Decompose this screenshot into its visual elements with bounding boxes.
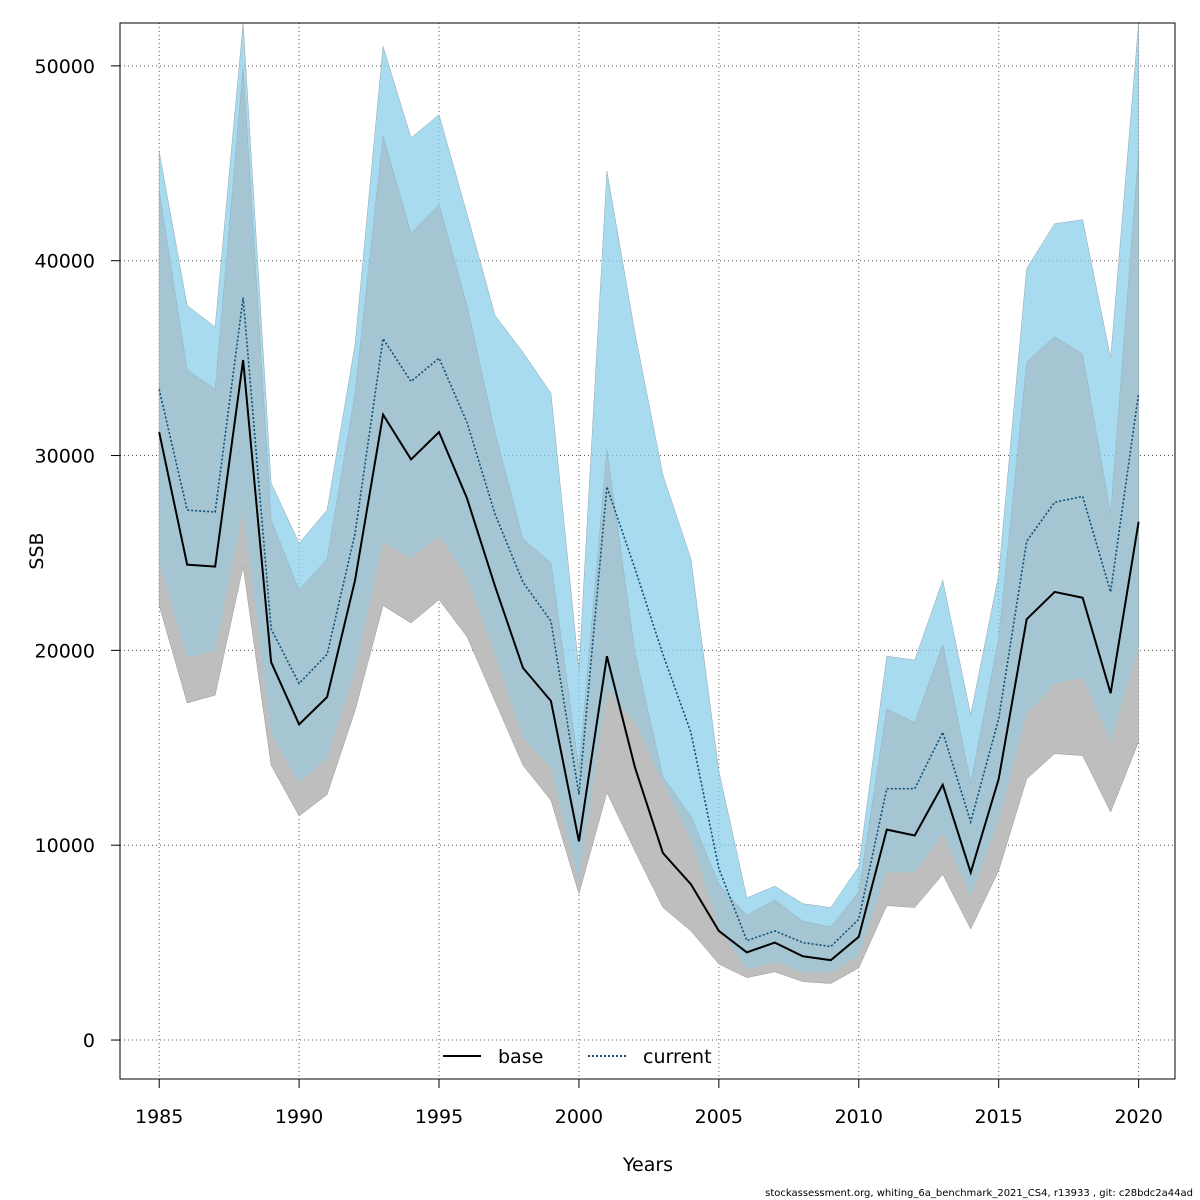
band-current-overlay	[159, 23, 1139, 972]
x-tick-label: 1990	[275, 1106, 323, 1128]
y-axis-title: SSB	[26, 532, 48, 569]
x-axis-title: Years	[622, 1154, 673, 1176]
confidence-bands	[158, 23, 1139, 984]
y-tick-label: 0	[83, 1030, 95, 1052]
x-tick-label: 1995	[415, 1106, 463, 1128]
band-base	[158, 67, 1139, 984]
x-axis: 1985 1990 1995 2000 2005 2010 2015 2020	[135, 1078, 1163, 1128]
x-tick-label: 2000	[555, 1106, 603, 1128]
legend-current-label: current	[643, 1046, 712, 1068]
y-tick-label: 50000	[35, 56, 95, 78]
y-axis: 0 10000 20000 30000 40000 50000	[35, 56, 120, 1052]
y-tick-label: 20000	[35, 640, 95, 662]
y-tick-label: 40000	[35, 251, 95, 273]
x-tick-label: 2005	[695, 1106, 743, 1128]
x-tick-label: 2010	[835, 1106, 883, 1128]
legend: base current	[443, 1046, 712, 1068]
y-tick-label: 30000	[35, 446, 95, 468]
y-tick-label: 10000	[35, 835, 95, 857]
series-lines	[158, 297, 1140, 962]
legend-base-label: base	[498, 1046, 543, 1068]
x-tick-label: 2020	[1114, 1106, 1162, 1128]
footer-note: stockassessment.org, whiting_6a_benchmar…	[765, 1188, 1193, 1199]
x-tick-label: 2015	[975, 1106, 1023, 1128]
series-line-base	[158, 359, 1140, 962]
x-tick-label: 1985	[135, 1106, 183, 1128]
